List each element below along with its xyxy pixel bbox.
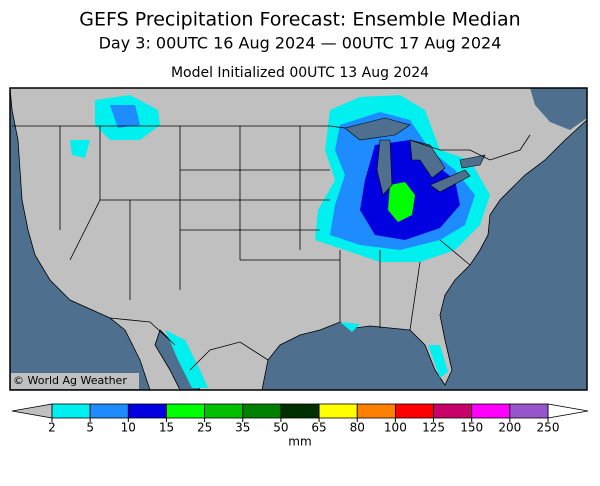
colorbar-segment xyxy=(204,403,244,419)
colorbar-tick-label: 15 xyxy=(159,421,174,435)
colorbar-tick-label: 35 xyxy=(235,421,250,435)
colorbar-segment xyxy=(356,403,396,419)
initialized: Model Initialized 00UTC 13 Aug 2024 xyxy=(171,65,429,81)
colorbar-segment xyxy=(166,403,206,419)
lake xyxy=(409,139,446,179)
colorbar-segment xyxy=(509,403,549,419)
title: GEFS Precipitation Forecast: Ensemble Me… xyxy=(79,9,520,31)
credit: © World Ag Weather xyxy=(13,374,127,387)
colorbar-tick-label: 50 xyxy=(273,421,288,435)
precip-cyan xyxy=(165,322,448,388)
colorbar-tick-label: 2 xyxy=(48,421,56,435)
colorbar-under xyxy=(11,403,53,419)
lake xyxy=(344,117,411,141)
colorbar-tick-label: 125 xyxy=(422,421,445,435)
state-lines xyxy=(59,126,471,331)
colorbar-segment xyxy=(318,403,358,419)
colorbar-segment xyxy=(242,403,282,419)
colorbar-segment xyxy=(433,403,473,419)
colorbar-tick-label: 150 xyxy=(460,421,483,435)
map: © World Ag Weather xyxy=(9,87,588,391)
map-frame xyxy=(9,87,588,391)
colorbar-segment xyxy=(280,403,320,419)
period: Day 3: 00UTC 16 Aug 2024 — 00UTC 17 Aug … xyxy=(99,34,502,53)
colorbar-tick-label: 200 xyxy=(498,421,521,435)
colorbar-segment xyxy=(471,403,511,419)
colorbar-over xyxy=(547,403,589,419)
colorbar-segment xyxy=(51,403,91,419)
lake xyxy=(376,139,393,196)
colorbar-tick-label: 65 xyxy=(311,421,326,435)
ocean-north xyxy=(530,88,587,130)
precip-green xyxy=(388,182,415,222)
colorbar-unit: mm xyxy=(288,435,311,449)
colorbar-tick-label: 100 xyxy=(384,421,407,435)
precip-cyan xyxy=(70,95,160,158)
border xyxy=(12,125,531,371)
colorbar-segment xyxy=(89,403,129,419)
colorbar-tick-label: 10 xyxy=(121,421,136,435)
lake xyxy=(429,154,486,193)
colorbar-tick-label: 5 xyxy=(86,421,94,435)
colorbar-tick-label: 80 xyxy=(350,421,365,435)
colorbar-segment xyxy=(394,403,434,419)
credit-box xyxy=(11,373,139,389)
colorbar-tick-label: 25 xyxy=(197,421,212,435)
colorbar-segment xyxy=(127,403,167,419)
colorbar-tick-label: 250 xyxy=(537,421,560,435)
